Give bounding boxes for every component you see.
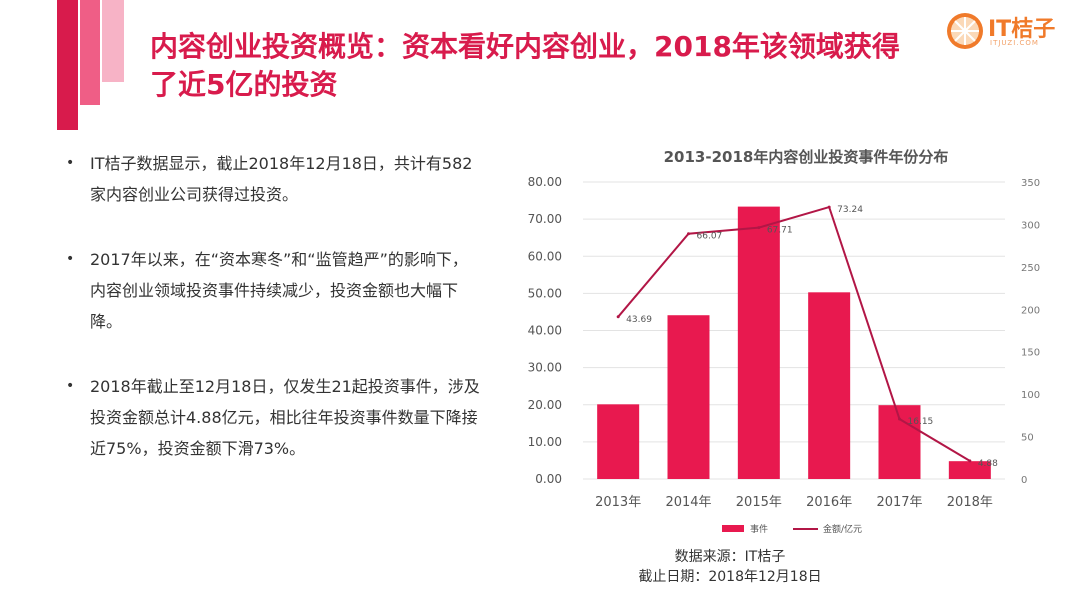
decor-bar-medium: [80, 0, 100, 105]
bullet-item: • 2018年截止至12月18日，仅发生21起投资事件，涉及投资金额总计4.88亿…: [62, 371, 482, 464]
orange-slice-icon: [947, 13, 983, 49]
chart-title: 2013-2018年内容创业投资事件年份分布: [664, 148, 949, 166]
left-axis-tick-label: 0.00: [535, 472, 562, 486]
right-axis-tick-label: 300: [1021, 220, 1040, 231]
x-axis-tick-label: 2018年: [947, 495, 993, 510]
left-axis-tick-label: 80.00: [528, 175, 562, 189]
brand-logo: IT桔子 ITJUZI.COM: [944, 10, 1072, 52]
chart-bar: [808, 292, 851, 479]
left-axis-tick-label: 40.00: [528, 324, 562, 338]
chart-line-point: [687, 232, 690, 236]
bullet-dot-icon: •: [66, 251, 75, 267]
left-axis-tick-label: 10.00: [528, 435, 562, 449]
legend-bar-swatch: [722, 525, 744, 532]
chart-line-point: [757, 226, 761, 230]
source-date-line: 截止日期：2018年12月18日: [638, 569, 822, 585]
chart-data-label: 4.88: [978, 459, 998, 469]
legend-label: 事件: [750, 523, 768, 535]
bullet-text: 2018年截止至12月18日，仅发生21起投资事件，涉及投资金额总计4.88亿元…: [90, 377, 480, 458]
chart-bar: [667, 315, 710, 479]
bullet-text: IT桔子数据显示，截止2018年12月18日，共计有582家内容创业公司获得过投…: [90, 154, 473, 204]
chart-data-label: 73.24: [837, 205, 863, 215]
right-axis-tick-label: 0: [1021, 475, 1027, 486]
decor-bar-light: [102, 0, 124, 82]
right-axis-tick-label: 350: [1021, 178, 1040, 189]
left-axis-tick-label: 70.00: [528, 212, 562, 226]
x-axis-tick-label: 2017年: [876, 495, 922, 510]
chart-line-point: [616, 315, 620, 319]
x-axis-tick-label: 2013年: [595, 495, 641, 510]
chart-series-line: [617, 205, 971, 462]
source-line: 数据来源：IT桔子: [674, 549, 786, 565]
logo-name: IT桔子: [988, 17, 1056, 42]
bullet-dot-icon: •: [66, 378, 75, 394]
chart-data-label: 66.07: [697, 232, 723, 242]
chart-data-label: 43.69: [626, 315, 652, 325]
investment-chart: 2013-2018年内容创业投资事件年份分布 0.00 10.00 20.00 30.…: [528, 148, 1040, 535]
x-axis-tick-label: 2014年: [665, 495, 711, 510]
right-axis-tick-label: 200: [1021, 305, 1040, 316]
data-source: 数据来源：IT桔子 截止日期：2018年12月18日: [600, 547, 860, 587]
chart-bar: [737, 206, 780, 479]
x-axis-tick-label: 2015年: [736, 495, 782, 510]
bullet-list: • IT桔子数据显示，截止2018年12月18日，共计有582家内容创业公司获得过…: [62, 148, 482, 498]
bullet-dot-icon: •: [66, 155, 75, 171]
left-axis-tick-label: 20.00: [528, 398, 562, 412]
left-axis-tick-label: 60.00: [528, 249, 562, 263]
right-axis-tick-label: 50: [1021, 433, 1034, 444]
right-axis-tick-label: 250: [1021, 263, 1040, 274]
chart-bar: [597, 404, 640, 479]
bullet-item: • 2017年以来，在“资本寒冬”和“监管趋严”的影响下，内容创业领域投资事件持续…: [62, 244, 482, 337]
logo-subtitle: ITJUZI.COM: [990, 39, 1039, 47]
slide-title: 内容创业投资概览：资本看好内容创业，2018年该领域获得了近5亿的投资: [150, 30, 900, 101]
bullet-text: 2017年以来，在“资本寒冬”和“监管趋严”的影响下，内容创业领域投资事件持续减…: [90, 250, 468, 331]
bullet-item: • IT桔子数据显示，截止2018年12月18日，共计有582家内容创业公司获得过…: [62, 148, 482, 210]
chart-line-point: [968, 459, 972, 463]
chart-data-label: 16.15: [908, 417, 934, 427]
decor-bar-dark: [57, 0, 78, 130]
chart-data-label: 67.71: [767, 226, 793, 236]
left-axis-tick-label: 30.00: [528, 361, 562, 375]
right-axis-tick-label: 150: [1021, 348, 1040, 359]
chart-bar: [948, 461, 991, 479]
chart-line-point: [898, 417, 901, 421]
x-axis-tick-label: 2016年: [806, 495, 852, 510]
chart-line-point: [827, 205, 831, 209]
right-axis-tick-label: 100: [1021, 390, 1040, 401]
legend-label: 金额/亿元: [823, 523, 862, 535]
left-axis-tick-label: 50.00: [528, 286, 562, 300]
